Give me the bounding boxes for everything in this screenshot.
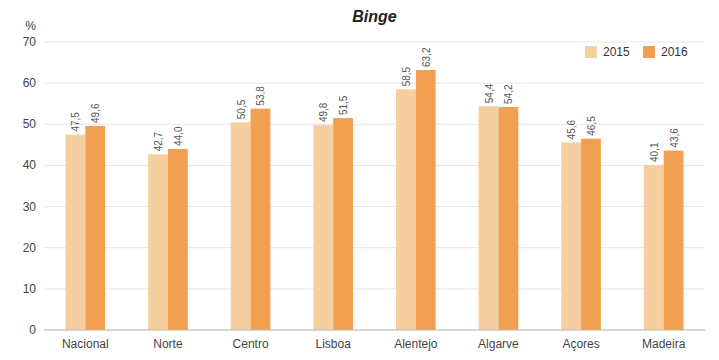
bar: [416, 70, 436, 330]
bar: [479, 106, 499, 330]
data-label: 58,5: [401, 66, 412, 86]
bar: [498, 107, 518, 330]
x-tick-label: Norte: [153, 337, 183, 351]
bar: [168, 149, 188, 330]
data-label: 45,6: [566, 119, 577, 139]
data-label: 44,0: [173, 126, 184, 146]
x-tick-label: Alentejo: [394, 337, 438, 351]
data-label: 63,2: [421, 47, 432, 67]
bar: [85, 126, 105, 330]
bar: [65, 135, 85, 330]
data-labels: 47,5 42,7 50,5 49,8 58,5 54,4 45,6 40,1 49,6 44,0…: [70, 47, 679, 162]
chart-svg: 0 10 20 30 40 50 60 70% Binge 47,5 42,7 50,5 49,8 58,…: [0, 0, 719, 360]
grid-line: [44, 247, 705, 248]
bar: [581, 139, 601, 330]
data-label: 46,5: [586, 116, 597, 136]
x-tick-label: Madeira: [642, 337, 686, 351]
data-label: 47,5: [70, 112, 81, 132]
data-label: 53,8: [255, 86, 266, 106]
legend-swatch: [643, 46, 655, 58]
chart-container: 0 10 20 30 40 50 60 70% Binge 47,5 42,7 50,5 49,8 58,…: [0, 0, 719, 360]
data-label: 42,7: [153, 131, 164, 151]
grid-line: [44, 83, 705, 84]
grid-line: [44, 330, 705, 331]
x-tick-label: Açores: [562, 337, 599, 351]
x-axis-line: [44, 330, 705, 331]
bar: [148, 154, 168, 330]
bar: [396, 89, 416, 330]
y-tick-label: 20: [23, 241, 37, 255]
y-tick-label: 40: [23, 158, 37, 172]
bar: [664, 151, 684, 330]
title: Binge: [352, 8, 397, 25]
data-label: 54,2: [503, 84, 514, 104]
data-label: 40,1: [649, 142, 660, 162]
bar: [251, 109, 271, 330]
bar: [561, 142, 581, 330]
bar: [231, 122, 251, 330]
y-tick-label: 50: [23, 117, 37, 131]
data-label: 51,5: [338, 95, 349, 115]
grid-line: [44, 288, 705, 289]
data-label: 43,6: [669, 128, 680, 148]
data-label: 54,4: [484, 83, 495, 103]
grid-line: [44, 42, 705, 43]
grid-line: [44, 165, 705, 166]
bar: [313, 125, 333, 330]
grid: [44, 42, 705, 330]
legend-label: 2016: [661, 45, 688, 59]
bars: [65, 70, 683, 330]
legend: 2015 2016: [585, 45, 688, 59]
x-tick-label: Nacional: [62, 337, 109, 351]
y-tick-label: 60: [23, 76, 37, 90]
data-label: 49,8: [318, 102, 329, 122]
y-tick-label: 70: [23, 35, 37, 49]
bar: [333, 118, 353, 330]
legend-label: 2015: [603, 45, 630, 59]
x-tick-label: Lisboa: [316, 337, 352, 351]
x-tick-label: Centro: [233, 337, 269, 351]
y-tick-label: 0: [29, 323, 36, 337]
grid-line: [44, 124, 705, 125]
legend-swatch: [585, 46, 597, 58]
grid-line: [44, 206, 705, 207]
y-tick-label: 10: [23, 282, 37, 296]
data-label: 49,6: [90, 103, 101, 123]
bar: [644, 165, 664, 330]
x-tick-label: Algarve: [478, 337, 519, 351]
data-label: 50,5: [236, 99, 247, 119]
y-tick-label: 30: [23, 200, 37, 214]
y-axis-label: %: [25, 19, 36, 33]
